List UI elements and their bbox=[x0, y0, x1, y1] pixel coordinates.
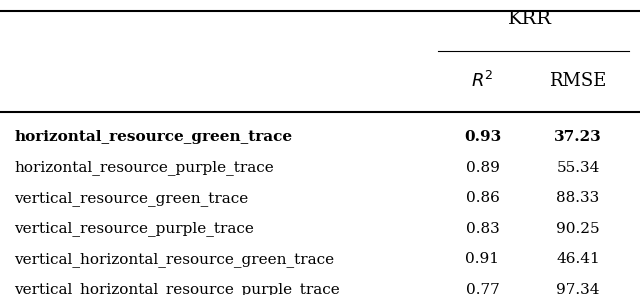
Text: horizontal_resource_green_trace: horizontal_resource_green_trace bbox=[14, 130, 292, 145]
Text: 37.23: 37.23 bbox=[554, 130, 602, 145]
Text: 0.91: 0.91 bbox=[465, 252, 499, 266]
Text: vertical_resource_green_trace: vertical_resource_green_trace bbox=[14, 191, 248, 206]
Text: 90.25: 90.25 bbox=[556, 222, 600, 236]
Text: $R^2$: $R^2$ bbox=[471, 71, 493, 91]
Text: 0.83: 0.83 bbox=[466, 222, 499, 236]
Text: horizontal_resource_purple_trace: horizontal_resource_purple_trace bbox=[14, 160, 274, 175]
Text: vertical_horizontal_resource_purple_trace: vertical_horizontal_resource_purple_trac… bbox=[14, 282, 340, 295]
Text: 0.89: 0.89 bbox=[465, 161, 499, 175]
Text: 88.33: 88.33 bbox=[556, 191, 600, 205]
Text: RMSE: RMSE bbox=[549, 72, 607, 90]
Text: 46.41: 46.41 bbox=[556, 252, 600, 266]
Text: 0.93: 0.93 bbox=[464, 130, 501, 145]
Text: 97.34: 97.34 bbox=[556, 283, 600, 295]
Text: 0.86: 0.86 bbox=[465, 191, 499, 205]
Text: vertical_horizontal_resource_green_trace: vertical_horizontal_resource_green_trace bbox=[14, 252, 334, 267]
Text: 0.77: 0.77 bbox=[466, 283, 499, 295]
Text: 55.34: 55.34 bbox=[556, 161, 600, 175]
Text: vertical_resource_purple_trace: vertical_resource_purple_trace bbox=[14, 221, 254, 236]
Text: KRR: KRR bbox=[508, 10, 552, 28]
